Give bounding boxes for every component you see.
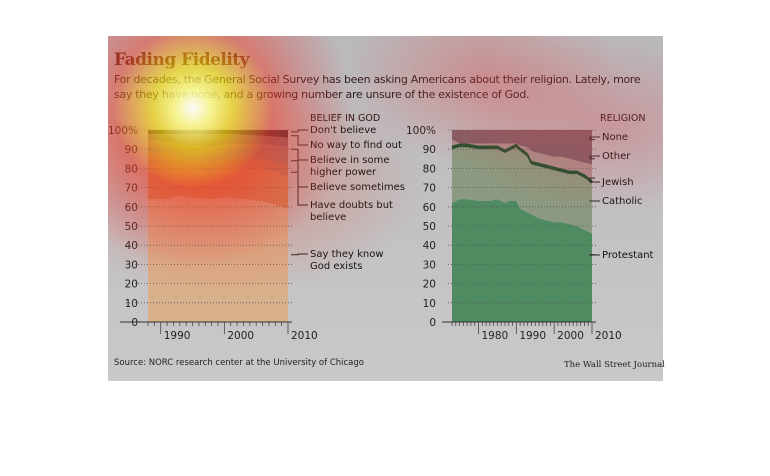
credit: The Wall Street Journal [564, 360, 665, 370]
y-tick-label: 80 [423, 163, 436, 175]
y-tick-label: 100% [406, 125, 436, 137]
legend-connector [291, 253, 308, 256]
legend-connector [291, 171, 308, 206]
legend-label: Have doubts but [310, 200, 393, 211]
source-note: Source: NORC research center at the Univ… [114, 358, 364, 368]
x-tick-label: 1990 [519, 330, 546, 342]
legend-label: No way to find out [310, 140, 402, 151]
legend-label: Believe in some [310, 155, 390, 166]
legend-connector [291, 160, 308, 188]
y-tick-label: 70 [423, 183, 436, 195]
y-tick-label: 10 [125, 298, 138, 310]
left-chart-title: BELIEF IN GOD [310, 113, 380, 124]
y-tick-label: 10 [423, 298, 436, 310]
legend-label: believe [310, 212, 346, 223]
y-tick-label: 30 [423, 259, 436, 271]
y-tick-label: 0 [131, 317, 138, 329]
x-tick-label: 2010 [291, 330, 318, 342]
y-tick-label: 50 [125, 221, 138, 233]
right-chart-title: RELIGION [600, 113, 645, 124]
y-tick-label: 90 [125, 144, 138, 156]
y-tick-label: 60 [423, 202, 436, 214]
religion-chart: 0 10 20 30 40 50 60 70 80 90 100% 1980 1990 2000 2010 N… [406, 125, 654, 342]
legend-connector [291, 129, 308, 133]
legend-label: Protestant [602, 250, 654, 261]
legend-connector [291, 135, 308, 146]
legend-label: higher power [310, 167, 377, 178]
y-tick-label: 20 [125, 279, 138, 291]
x-tick-label: 2010 [595, 330, 622, 342]
y-tick-label: 100% [108, 125, 138, 137]
y-tick-label: 90 [423, 144, 436, 156]
x-tick-label: 1990 [164, 330, 191, 342]
legend-label: Believe sometimes [310, 182, 405, 193]
x-tick-label: 2000 [227, 330, 254, 342]
legend-label: God exists [310, 261, 362, 272]
legend-label: Jewish [601, 177, 634, 188]
y-tick-label: 20 [423, 279, 436, 291]
legend-label: None [602, 132, 628, 143]
y-tick-label: 50 [423, 221, 436, 233]
legend-label: Don't believe [310, 125, 376, 136]
y-tick-label: 60 [125, 202, 138, 214]
legend-label: Other [602, 151, 631, 162]
y-tick-label: 0 [429, 317, 436, 329]
legend-label: Say they know [310, 249, 384, 260]
x-tick-label: 1980 [481, 330, 508, 342]
legend-label: Catholic [602, 196, 643, 207]
y-tick-label: 30 [125, 259, 138, 271]
y-tick-label: 40 [423, 240, 436, 252]
belief-chart: 0 10 20 30 40 50 60 70 80 90 100% 1990 2000 2010 Don't… [108, 125, 405, 342]
y-tick-label: 80 [125, 163, 138, 175]
x-tick-label: 2000 [557, 330, 584, 342]
legend-connector [291, 148, 308, 161]
y-tick-label: 70 [125, 183, 138, 195]
y-tick-label: 40 [125, 240, 138, 252]
